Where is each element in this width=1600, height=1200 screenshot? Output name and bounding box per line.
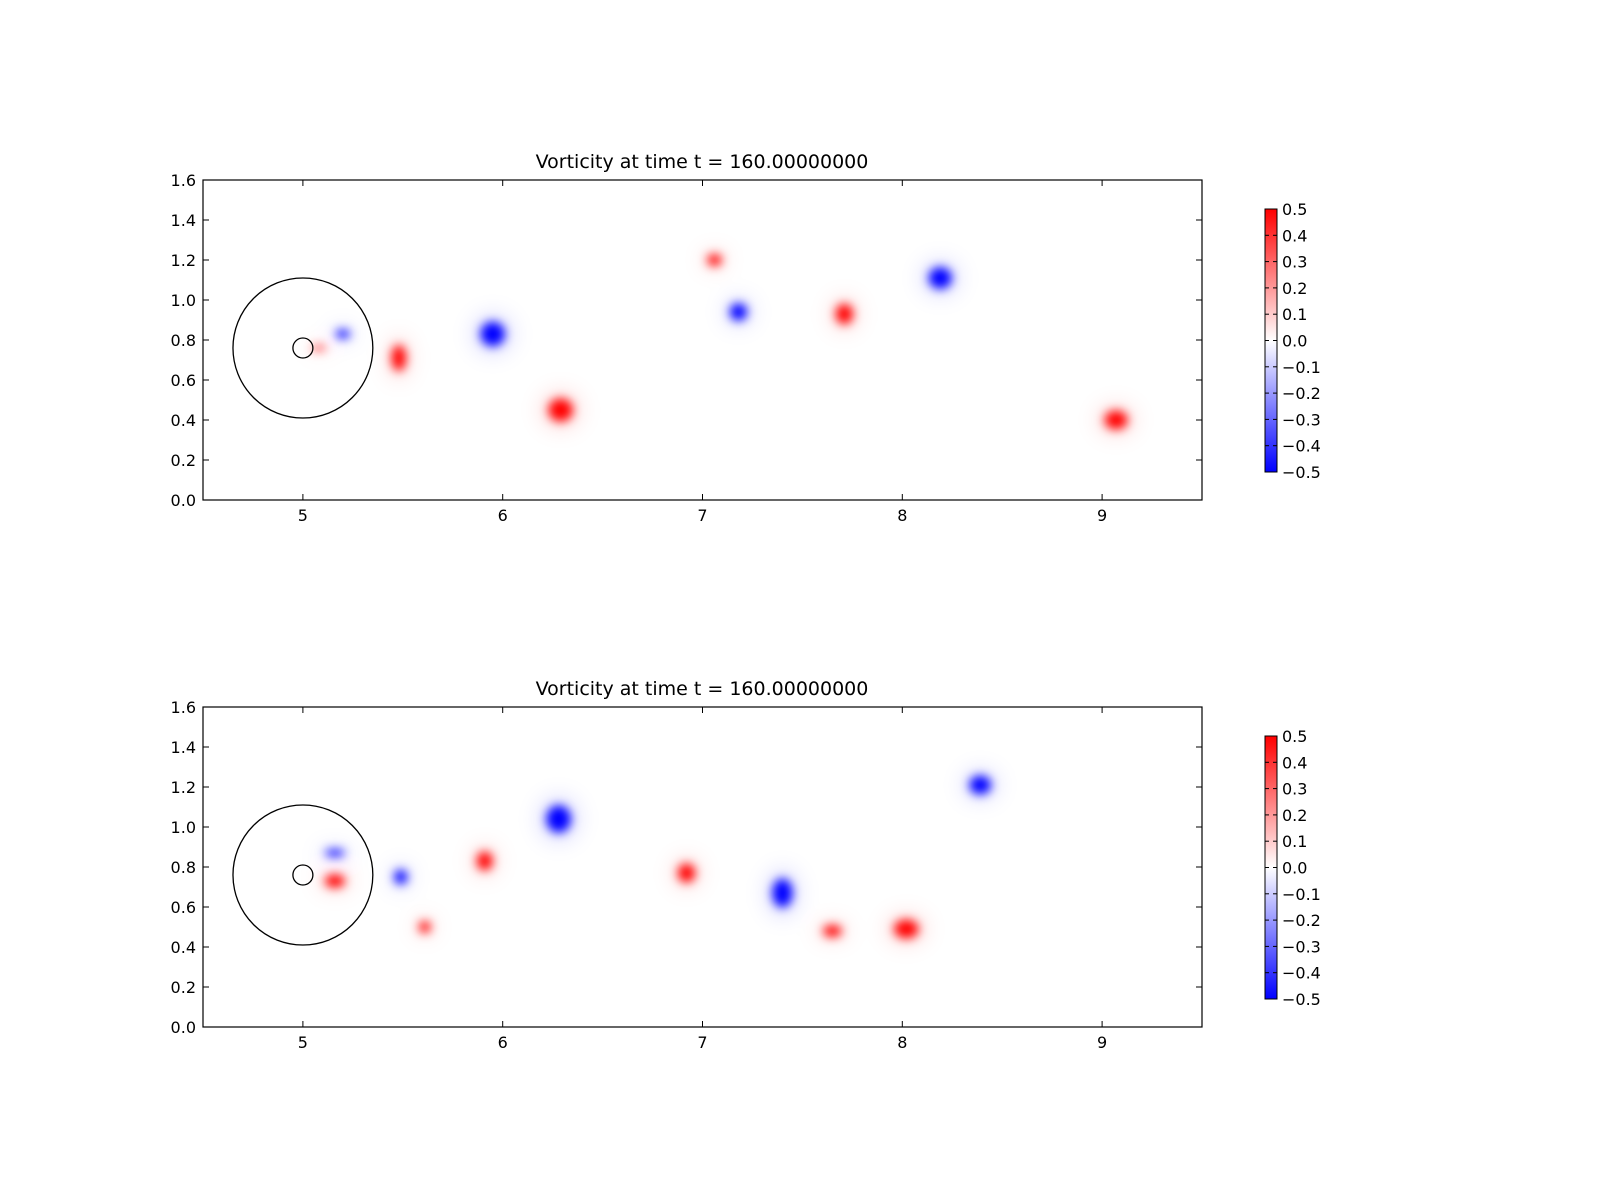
boundary-circle bbox=[232, 277, 374, 419]
negative-vortex bbox=[969, 775, 992, 795]
y-tick-label: 0.0 bbox=[171, 1018, 196, 1037]
boundary-circle bbox=[292, 337, 314, 359]
plot-title: Vorticity at time t = 160.00000000 bbox=[536, 678, 869, 700]
colorbar-tick-label: −0.5 bbox=[1282, 463, 1321, 482]
colorbar-tick-label: 0.4 bbox=[1282, 226, 1307, 245]
negative-vortex bbox=[546, 805, 571, 833]
x-tick-label: 6 bbox=[498, 1033, 508, 1052]
x-tick-label: 7 bbox=[697, 506, 707, 525]
colorbar-tick-label: 0.3 bbox=[1282, 253, 1307, 272]
colorbar-tick-label: −0.4 bbox=[1282, 964, 1321, 983]
boundary-circle bbox=[232, 804, 374, 946]
colorbar-tick-label: −0.3 bbox=[1282, 937, 1321, 956]
y-tick-label: 1.4 bbox=[171, 738, 196, 757]
colorbar-tick-label: −0.1 bbox=[1282, 885, 1321, 904]
vorticity-field bbox=[203, 707, 1202, 1027]
colorbar: 0.5 0.4 0.3 0.2 0.1 0.0 −0.1 −0.2 −0.3 −0.4 −0.5 bbox=[1264, 727, 1321, 1009]
negative-vortex bbox=[729, 303, 748, 321]
negative-vortex bbox=[772, 878, 793, 908]
colorbar-tick-label: 0.4 bbox=[1282, 753, 1307, 772]
x-axis: 5 6 7 8 9 bbox=[298, 180, 1107, 525]
y-tick-label: 1.6 bbox=[171, 171, 196, 190]
colorbar-tick-label: −0.1 bbox=[1282, 358, 1321, 377]
y-axis: 0.0 0.2 0.4 0.6 0.8 1.0 1.2 1.4 1.6 bbox=[171, 698, 1202, 1037]
y-tick-label: 0.4 bbox=[171, 411, 196, 430]
colorbar-tick-label: −0.2 bbox=[1282, 384, 1321, 403]
y-tick-label: 1.4 bbox=[171, 211, 196, 230]
x-tick-label: 8 bbox=[897, 506, 907, 525]
colorbar-tick-label: 0.2 bbox=[1282, 806, 1307, 825]
colorbar-tick-label: 0.5 bbox=[1282, 200, 1307, 219]
positive-vortex bbox=[324, 874, 345, 888]
y-tick-label: 0.6 bbox=[171, 371, 196, 390]
x-tick-label: 5 bbox=[298, 506, 308, 525]
colorbar-tick-label: 0.2 bbox=[1282, 279, 1307, 298]
y-tick-label: 0.4 bbox=[171, 938, 196, 957]
colorbar-tick-label: 0.0 bbox=[1282, 332, 1307, 351]
y-tick-label: 1.0 bbox=[171, 291, 196, 310]
vorticity-field bbox=[203, 180, 1202, 500]
colorbar-tick-label: 0.5 bbox=[1282, 727, 1307, 746]
y-tick-label: 0.2 bbox=[171, 451, 196, 470]
positive-vortex bbox=[707, 254, 722, 266]
x-tick-label: 5 bbox=[298, 1033, 308, 1052]
colorbar-tick-label: 0.0 bbox=[1282, 859, 1307, 878]
positive-vortex bbox=[894, 919, 919, 939]
colorbar-tick-label: −0.3 bbox=[1282, 410, 1321, 429]
positive-vortex bbox=[311, 345, 327, 351]
x-axis: 5 6 7 8 9 bbox=[298, 707, 1107, 1052]
positive-vortex bbox=[1104, 410, 1128, 430]
x-tick-label: 9 bbox=[1097, 1033, 1107, 1052]
y-tick-label: 0.0 bbox=[171, 491, 196, 510]
colorbar-tick-label: −0.4 bbox=[1282, 437, 1321, 456]
positive-vortex bbox=[476, 851, 493, 871]
y-tick-label: 1.2 bbox=[171, 778, 196, 797]
y-axis: 0.0 0.2 0.4 0.6 0.8 1.0 1.2 1.4 1.6 bbox=[171, 171, 1202, 510]
plot-title: Vorticity at time t = 160.00000000 bbox=[536, 151, 869, 173]
negative-vortex bbox=[335, 329, 351, 339]
colorbar-tick-label: −0.2 bbox=[1282, 911, 1321, 930]
positive-vortex bbox=[391, 345, 406, 371]
subplot-bottom: Vorticity at time t = 160.00000000 5 6 7 8 9… bbox=[171, 678, 1321, 1052]
negative-vortex bbox=[928, 267, 952, 289]
subplot-top: Vorticity at time t = 160.00000000 5 6 7 8 9… bbox=[171, 151, 1321, 525]
x-tick-label: 6 bbox=[498, 506, 508, 525]
x-tick-label: 9 bbox=[1097, 506, 1107, 525]
y-tick-label: 1.6 bbox=[171, 698, 196, 717]
y-tick-label: 1.0 bbox=[171, 818, 196, 837]
y-tick-label: 0.2 bbox=[171, 978, 196, 997]
x-tick-label: 7 bbox=[697, 1033, 707, 1052]
colorbar-tick-label: −0.5 bbox=[1282, 990, 1321, 1009]
positive-vortex bbox=[835, 303, 853, 325]
y-tick-label: 1.2 bbox=[171, 251, 196, 270]
x-tick-label: 8 bbox=[897, 1033, 907, 1052]
y-tick-label: 0.8 bbox=[171, 858, 196, 877]
boundary-circle bbox=[292, 864, 314, 886]
positive-vortex bbox=[548, 398, 573, 422]
colorbar-tick-label: 0.1 bbox=[1282, 832, 1307, 851]
colorbar: 0.5 0.4 0.3 0.2 0.1 0.0 −0.1 −0.2 −0.3 −0.4 −0.5 bbox=[1264, 200, 1321, 482]
negative-vortex bbox=[394, 869, 408, 885]
y-tick-label: 0.6 bbox=[171, 898, 196, 917]
positive-vortex bbox=[677, 863, 696, 883]
colorbar-tick-label: 0.1 bbox=[1282, 305, 1307, 324]
negative-vortex bbox=[324, 849, 345, 857]
positive-vortex bbox=[823, 925, 842, 937]
negative-vortex bbox=[480, 321, 505, 347]
y-tick-label: 0.8 bbox=[171, 331, 196, 350]
colorbar-tick-label: 0.3 bbox=[1282, 780, 1307, 799]
positive-vortex bbox=[419, 921, 431, 933]
